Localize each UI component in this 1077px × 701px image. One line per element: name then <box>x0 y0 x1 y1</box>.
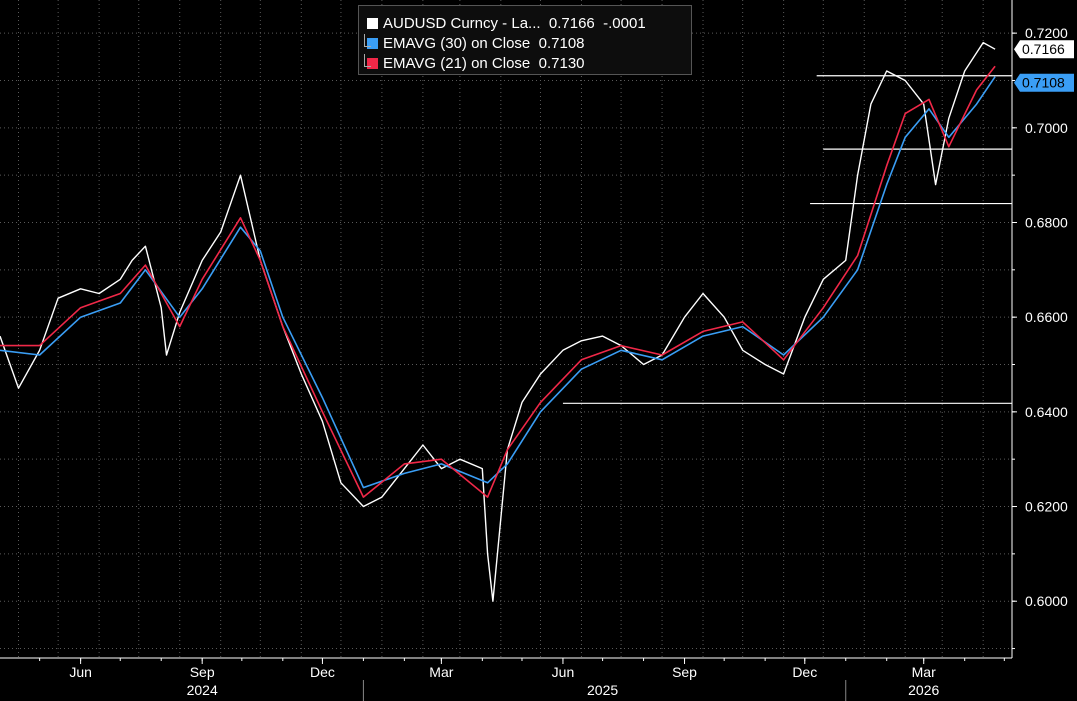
price-tag-shape <box>1014 40 1074 59</box>
legend-item-price[interactable]: AUDUSD Curncy - La... 0.7166 -.0001 <box>367 14 646 34</box>
price-tag: 0.7166 <box>1014 40 1074 59</box>
y-tick-label: 0.7200 <box>1025 25 1068 41</box>
legend-swatch-ema21 <box>367 58 378 69</box>
series-line-ema21 <box>0 65 996 498</box>
legend-value-price: 0.7166 <box>548 15 595 32</box>
legend-label-ema21: EMAVG (21) on Close <box>383 55 531 72</box>
x-tick-label: Jun <box>552 664 575 680</box>
y-tick-label: 0.6800 <box>1025 214 1068 230</box>
legend-swatch-ema30 <box>367 38 378 49</box>
legend-tree-connector <box>364 34 371 47</box>
y-tick-label: 0.6600 <box>1025 309 1068 325</box>
legend-label-ema30: EMAVG (30) on Close <box>383 35 531 52</box>
x-tick-label: Mar <box>912 664 936 680</box>
series-line-ema30 <box>0 76 996 489</box>
year-label: 2026 <box>908 682 939 698</box>
year-label: 2025 <box>587 682 618 698</box>
x-tick-label: Mar <box>429 664 453 680</box>
y-tick-label: 0.6200 <box>1025 499 1068 515</box>
y-tick-label: 0.6400 <box>1025 404 1068 420</box>
price-tag: 0.7108 <box>1014 73 1074 92</box>
price-tags: 0.7166 0.7108 <box>1014 40 1074 92</box>
x-tick-label: Dec <box>792 664 817 680</box>
series-line-price <box>0 41 996 602</box>
series-lines <box>0 41 996 602</box>
legend-value-ema21: 0.7130 <box>538 55 585 72</box>
x-tick-label: Jun <box>69 664 92 680</box>
price-tag-label: 0.7108 <box>1022 75 1065 91</box>
gridlines <box>0 0 1012 658</box>
y-tick-label: 0.7000 <box>1025 120 1068 136</box>
legend-change-price: -.0001 <box>603 15 646 32</box>
x-tick-label: Dec <box>310 664 335 680</box>
price-tag-label: 0.7166 <box>1022 41 1065 57</box>
price-tag-shape <box>1014 73 1074 92</box>
horizontal-levels <box>562 75 1012 404</box>
legend-tree-connector <box>364 54 371 67</box>
x-tick-label: Sep <box>672 664 697 680</box>
year-label: 2024 <box>187 682 218 698</box>
legend-swatch-price <box>367 18 378 29</box>
legend: AUDUSD Curncy - La... 0.7166 -.0001 EMAV… <box>358 5 692 75</box>
legend-value-ema30: 0.7108 <box>538 35 585 52</box>
y-tick-label: 0.6000 <box>1025 593 1068 609</box>
x-tick-label: Sep <box>190 664 215 680</box>
legend-label-price: AUDUSD Curncy - La... <box>383 15 541 32</box>
legend-item-ema21[interactable]: EMAVG (21) on Close 0.7130 <box>364 54 585 74</box>
legend-item-ema30[interactable]: EMAVG (30) on Close 0.7108 <box>364 34 585 54</box>
